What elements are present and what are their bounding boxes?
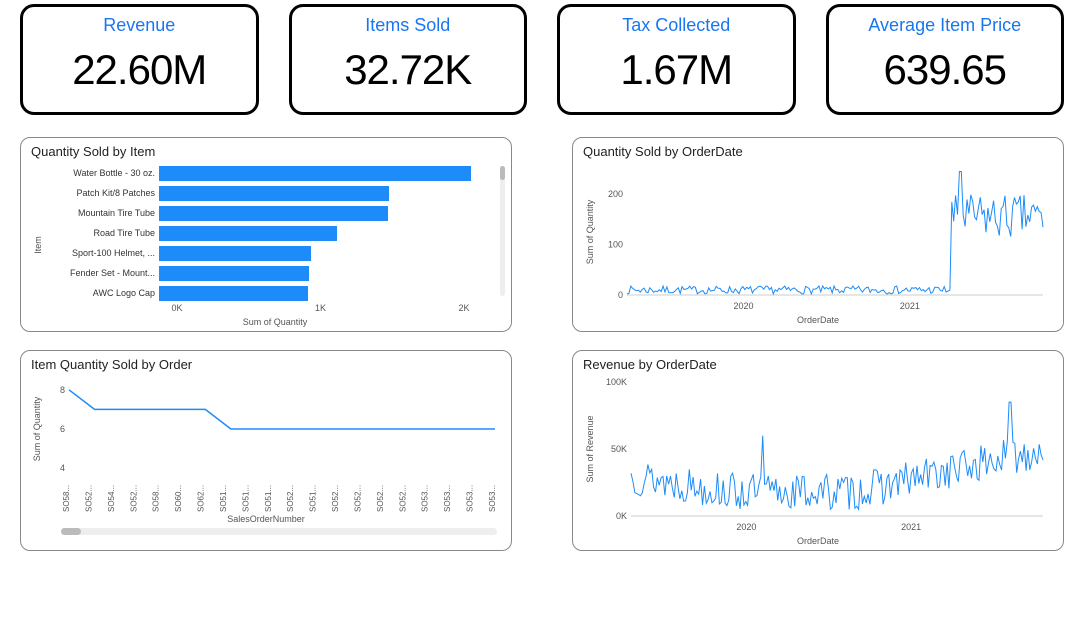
- bar: [159, 286, 308, 301]
- svg-text:50K: 50K: [611, 444, 627, 454]
- svg-text:200: 200: [608, 189, 623, 199]
- line-chart-svg: Sum of Revenue 0K 50K 100K 2020 2021: [583, 376, 1053, 534]
- kpi-card-tax-collected: Tax Collected 1.67M: [557, 4, 796, 115]
- svg-text:4: 4: [60, 463, 65, 473]
- svg-text:SO52...: SO52...: [286, 485, 295, 512]
- bar-label: Patch Kit/8 Patches: [49, 188, 155, 198]
- svg-text:SO51...: SO51...: [309, 485, 318, 512]
- charts-grid: Quantity Sold by Item Item Water Bottle …: [20, 137, 1064, 551]
- svg-text:SO51...: SO51...: [241, 485, 250, 512]
- kpi-title: Average Item Price: [839, 15, 1052, 36]
- chart-revenue-by-orderdate[interactable]: Revenue by OrderDate Sum of Revenue 0K 50K…: [572, 350, 1064, 551]
- svg-text:SO52...: SO52...: [353, 485, 362, 512]
- x-axis-label: OrderDate: [583, 536, 1053, 546]
- kpi-card-avg-item-price: Average Item Price 639.65: [826, 4, 1065, 115]
- svg-text:SO53...: SO53...: [466, 485, 475, 512]
- svg-text:100K: 100K: [606, 377, 627, 387]
- bar-label: AWC Logo Cap: [49, 288, 155, 298]
- svg-text:SO52...: SO52...: [398, 485, 407, 512]
- kpi-card-items-sold: Items Sold 32.72K: [289, 4, 528, 115]
- svg-text:SO52...: SO52...: [129, 485, 138, 512]
- kpi-value: 1.67M: [570, 46, 783, 94]
- svg-text:SO60...: SO60...: [174, 485, 183, 512]
- svg-text:SO58...: SO58...: [152, 485, 161, 512]
- y-tick-labels: Water Bottle - 30 oz. Patch Kit/8 Patches…: [49, 163, 159, 303]
- bar-label: Road Tire Tube: [49, 228, 155, 238]
- svg-text:SO52...: SO52...: [84, 485, 93, 512]
- svg-text:SO51...: SO51...: [264, 485, 273, 512]
- kpi-row: Revenue 22.60M Items Sold 32.72K Tax Col…: [20, 4, 1064, 115]
- svg-text:Sum of Quantity: Sum of Quantity: [585, 199, 595, 264]
- y-axis-label: Item: [33, 236, 43, 254]
- svg-text:2020: 2020: [733, 301, 753, 311]
- chart-quantity-by-order[interactable]: Item Quantity Sold by Order Sum of Quant…: [20, 350, 512, 551]
- svg-text:2021: 2021: [900, 301, 920, 311]
- line-chart-svg: Sum of Quantity 4 6 8 SO58... SO52... SO54... S…: [31, 376, 501, 516]
- kpi-title: Tax Collected: [570, 15, 783, 36]
- bar-label: Mountain Tire Tube: [49, 208, 155, 218]
- x-axis-label: SalesOrderNumber: [31, 514, 501, 524]
- svg-text:SO58...: SO58...: [62, 485, 71, 512]
- svg-text:SO51...: SO51...: [219, 485, 228, 512]
- x-tick-labels: 0K1K2K: [177, 303, 501, 315]
- svg-text:SO52...: SO52...: [331, 485, 340, 512]
- bar: [159, 266, 309, 281]
- svg-text:6: 6: [60, 424, 65, 434]
- svg-text:SO52...: SO52...: [376, 485, 385, 512]
- svg-text:SO54...: SO54...: [107, 485, 116, 512]
- svg-text:SO53...: SO53...: [421, 485, 430, 512]
- svg-text:2020: 2020: [736, 522, 756, 532]
- kpi-value: 639.65: [839, 46, 1052, 94]
- bar-label: Sport-100 Helmet, ...: [49, 248, 155, 258]
- svg-text:8: 8: [60, 385, 65, 395]
- x-axis-label: OrderDate: [583, 315, 1053, 325]
- kpi-value: 22.60M: [33, 46, 246, 94]
- svg-text:Sum of Revenue: Sum of Revenue: [585, 415, 595, 482]
- horizontal-scrollbar[interactable]: [61, 528, 497, 535]
- svg-text:SO53...: SO53...: [488, 485, 497, 512]
- bar: [159, 246, 311, 261]
- kpi-value: 32.72K: [302, 46, 515, 94]
- line-chart-svg: Sum of Quantity 0 100 200 2020 2021: [583, 163, 1053, 313]
- svg-text:SO53...: SO53...: [443, 485, 452, 512]
- bar: [159, 166, 471, 181]
- svg-text:2021: 2021: [901, 522, 921, 532]
- kpi-card-revenue: Revenue 22.60M: [20, 4, 259, 115]
- svg-text:Sum of Quantity: Sum of Quantity: [32, 396, 42, 461]
- chart-title: Quantity Sold by Item: [31, 144, 501, 159]
- chart-quantity-by-item[interactable]: Quantity Sold by Item Item Water Bottle …: [20, 137, 512, 332]
- chart-title: Item Quantity Sold by Order: [31, 357, 501, 372]
- vertical-scrollbar[interactable]: [500, 166, 505, 296]
- svg-text:100: 100: [608, 240, 623, 250]
- bar: [159, 226, 337, 241]
- bar-label: Fender Set - Mount...: [49, 268, 155, 278]
- svg-text:0: 0: [618, 290, 623, 300]
- svg-text:0K: 0K: [616, 511, 627, 521]
- chart-quantity-by-orderdate[interactable]: Quantity Sold by OrderDate Sum of Quanti…: [572, 137, 1064, 332]
- x-axis-label: Sum of Quantity: [49, 317, 501, 327]
- bar-series: [159, 163, 501, 303]
- kpi-title: Revenue: [33, 15, 246, 36]
- kpi-title: Items Sold: [302, 15, 515, 36]
- svg-text:SO62...: SO62...: [197, 485, 206, 512]
- bar: [159, 186, 389, 201]
- bar-label: Water Bottle - 30 oz.: [49, 168, 155, 178]
- bar: [159, 206, 388, 221]
- chart-title: Revenue by OrderDate: [583, 357, 1053, 372]
- chart-title: Quantity Sold by OrderDate: [583, 144, 1053, 159]
